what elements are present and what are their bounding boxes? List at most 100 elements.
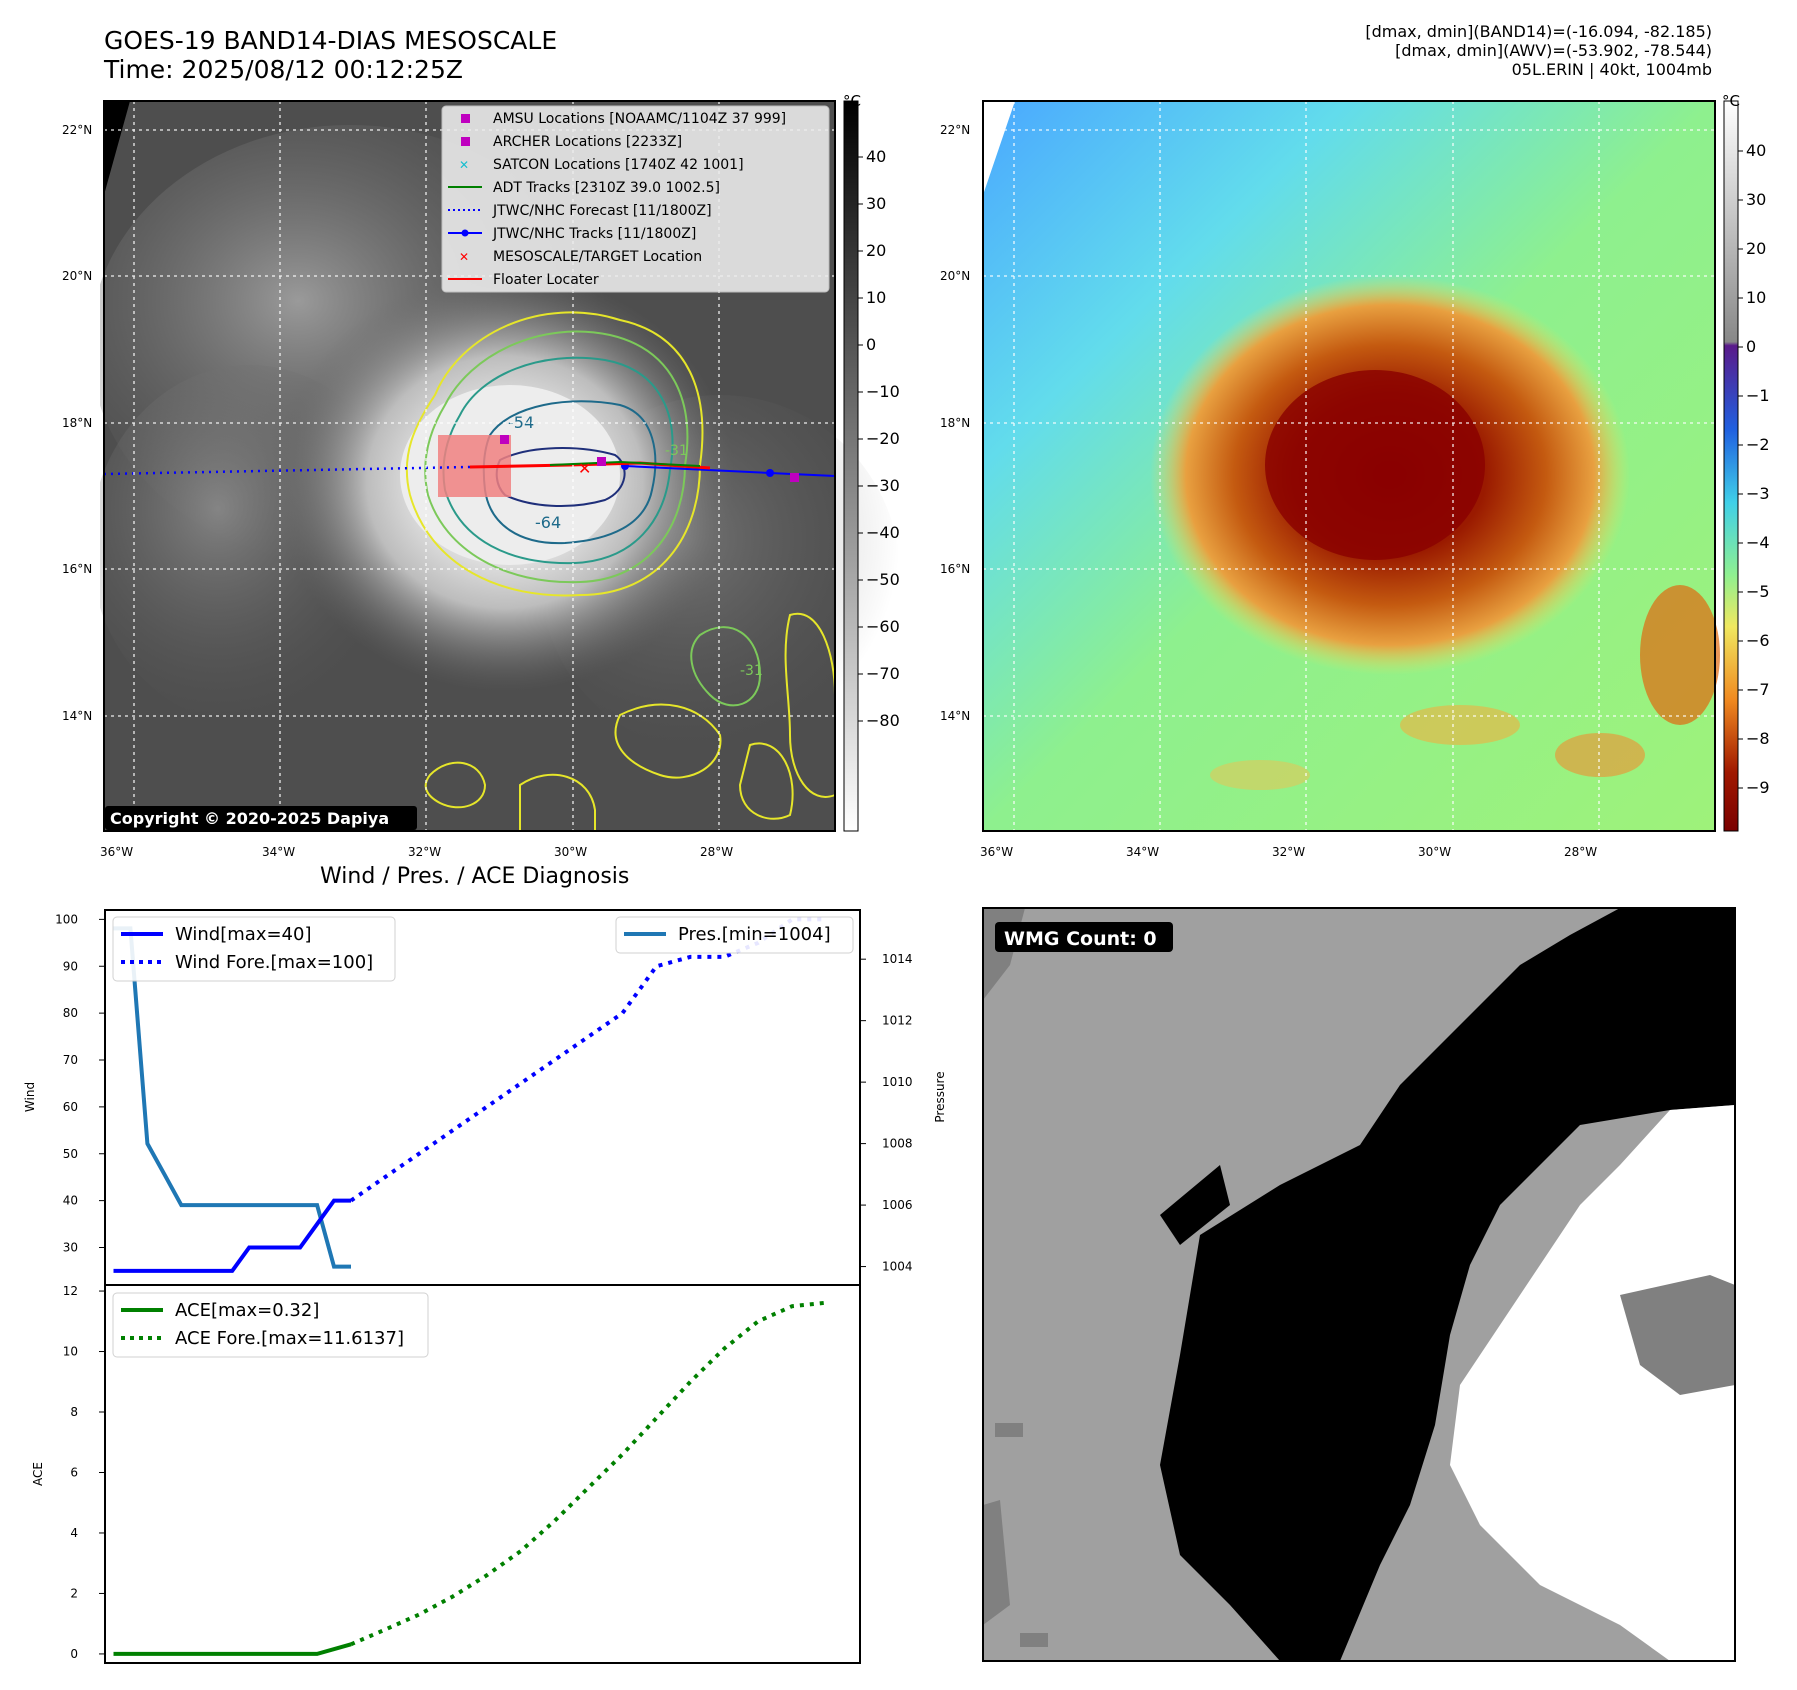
wind-tick-label: 50 [63,1147,78,1161]
wind-tick-label: 100 [55,912,78,926]
pressure-ticks: 1014 1012 1010 1008 1006 1004 [860,952,913,1274]
gray-colorbar-ticks: 40 30 20 10 0 −10 −20 −30 −40 −50 −60 −70 −80 [858,147,900,730]
pressure-axis-label: Pressure [933,1071,947,1122]
wind-tick-label: 40 [63,1194,78,1208]
ace-axis-label: ACE [31,1462,45,1486]
gray-colorbar-tick: 30 [866,194,886,213]
color-colorbar-tick: −80 [1746,729,1770,748]
color-colorbar-tick: −10 [1746,386,1770,405]
wind-legend: Wind[max=40] Wind Fore.[max=100] [112,916,396,982]
ace-tick-label: 6 [70,1465,78,1479]
ace-forecast-line [350,1300,827,1647]
gray-colorbar-tick: −50 [866,570,900,589]
ace-tick-label: 2 [70,1586,78,1600]
gray-colorbar [843,100,859,832]
lat-label-16n: 16°N [62,562,93,576]
legend-target: MESOSCALE/TARGET Location [493,249,702,265]
wind-forecast-line [349,917,827,1203]
archer-marker [500,435,509,444]
gray-colorbar-tick: −80 [866,711,900,730]
ace-axes [104,1284,861,1664]
lon-label-30w: 30°W [554,845,588,859]
legend-archer: ARCHER Locations [2233Z] [493,134,682,150]
color-map-gridlines [983,101,1715,831]
wind-ticks: 100 90 80 70 60 50 40 30 [55,912,105,1255]
lat2-label-22n: 22°N [940,123,971,137]
lon2-label-28w: 28°W [1564,845,1598,859]
gray-colorbar-tick: 10 [866,288,886,307]
lon-label-32w: 32°W [408,845,442,859]
lon2-label-34w: 34°W [1126,845,1160,859]
ace-tick-label: 12 [63,1284,78,1298]
wmg-count-label: WMG Count: 0 [1004,928,1157,950]
adt-track [549,460,701,467]
ace-tick-label: 0 [70,1647,78,1661]
stats-block: [dmax, dmin](BAND14)=(-16.094, -82.185) … [1365,22,1712,79]
amsu-marker [597,457,606,466]
gray-colorbar-tick: −40 [866,523,900,542]
color-colorbar-tick: −30 [1746,484,1770,503]
lat-label-14n: 14°N [62,709,93,723]
lon-label-36w: 36°W [100,845,134,859]
pressure-tick-label: 1008 [882,1137,913,1151]
color-colorbar-tick: −70 [1746,680,1770,699]
ace-legend: ACE[max=0.32] ACE Fore.[max=11.6137] [112,1292,429,1358]
gray-colorbar-tick: −70 [866,664,900,683]
stats-line-1: [dmax, dmin](BAND14)=(-16.094, -82.185) [1365,22,1712,41]
diagnosis-series [113,917,827,1656]
wind-fore-legend-label: Wind Fore.[max=100] [175,952,373,973]
lon2-label-36w: 36°W [980,845,1014,859]
gray-colorbar-unit: °C [843,95,861,110]
chart-title: GOES-19 BAND14-DIAS MESOSCALE Time: 2025… [104,26,557,84]
gray-colorbar-tick: −30 [866,476,900,495]
legend-adt: ADT Tracks [2310Z 39.0 1002.5] [493,180,720,196]
color-colorbar-tick: 40 [1746,141,1766,160]
pressure-legend: Pres.[min=1004] [615,916,854,954]
wind-tick-label: 30 [63,1241,78,1255]
wind-tick-label: 60 [63,1100,78,1114]
color-colorbar-tick: 20 [1746,239,1766,258]
wind-axis-label: Wind [23,1082,37,1112]
lat2-label-14n: 14°N [940,709,971,723]
wmg-panel: WMG Count: 0 [982,907,1736,1662]
stats-line-2: [dmax, dmin](AWV)=(-53.902, -78.544) [1395,41,1712,60]
legend-marker-target: ✕ [459,250,469,264]
ace-line [113,1642,352,1656]
color-colorbar-tick: −90 [1746,778,1770,797]
lon2-label-32w: 32°W [1272,845,1306,859]
wind-line [113,1198,351,1273]
forecast-track [103,465,471,476]
contour-label-3: -31 [665,443,688,459]
gray-colorbar-tick: 40 [866,147,886,166]
contour-label-2: -64 [535,513,561,532]
wind-legend-label: Wind[max=40] [175,924,312,945]
legend-marker-archer [461,137,470,146]
wind-tick-label: 70 [63,1053,78,1067]
legend-forecast: JTWC/NHC Forecast [11/1800Z] [492,203,712,219]
map-frame [103,100,836,832]
ir-map-panel: -54 -64 -31 -31 ✕ Copyright © 2020-2025 … [100,95,900,832]
ace-legend-label: ACE[max=0.32] [175,1300,319,1321]
legend-floater: Floater Locater [493,272,599,288]
lat2-label-20n: 20°N [940,269,971,283]
color-colorbar [1723,100,1739,832]
pressure-tick-label: 1006 [882,1198,913,1212]
pressure-tick-label: 1012 [882,1014,913,1028]
diagnosis-title: Wind / Pres. / ACE Diagnosis [320,864,630,889]
map-legend: AMSU Locations [NOAAMC/1104Z 37 999] ARC… [441,105,830,293]
lon2-label-30w: 30°W [1418,845,1452,859]
wmg-frame [982,907,1736,1662]
ace-tick-label: 10 [63,1345,78,1359]
legend-marker-amsu [461,114,470,123]
pressure-tick-label: 1004 [882,1260,913,1274]
target-marker: ✕ [578,459,591,478]
color-colorbar-tick: −50 [1746,582,1770,601]
lon-label-34w: 34°W [262,845,296,859]
title-line-1: GOES-19 BAND14-DIAS MESOSCALE [104,26,558,55]
legend-satcon: SATCON Locations [1740Z 42 1001] [493,157,744,173]
color-map-panel: °C 40 30 20 10 0 −10 −20 −30 −40 −50 −60 −70 −80 −90 [982,95,1770,832]
color-colorbar-tick: 10 [1746,288,1766,307]
color-map-frame [982,100,1716,832]
gray-colorbar-tick: −10 [866,382,900,401]
